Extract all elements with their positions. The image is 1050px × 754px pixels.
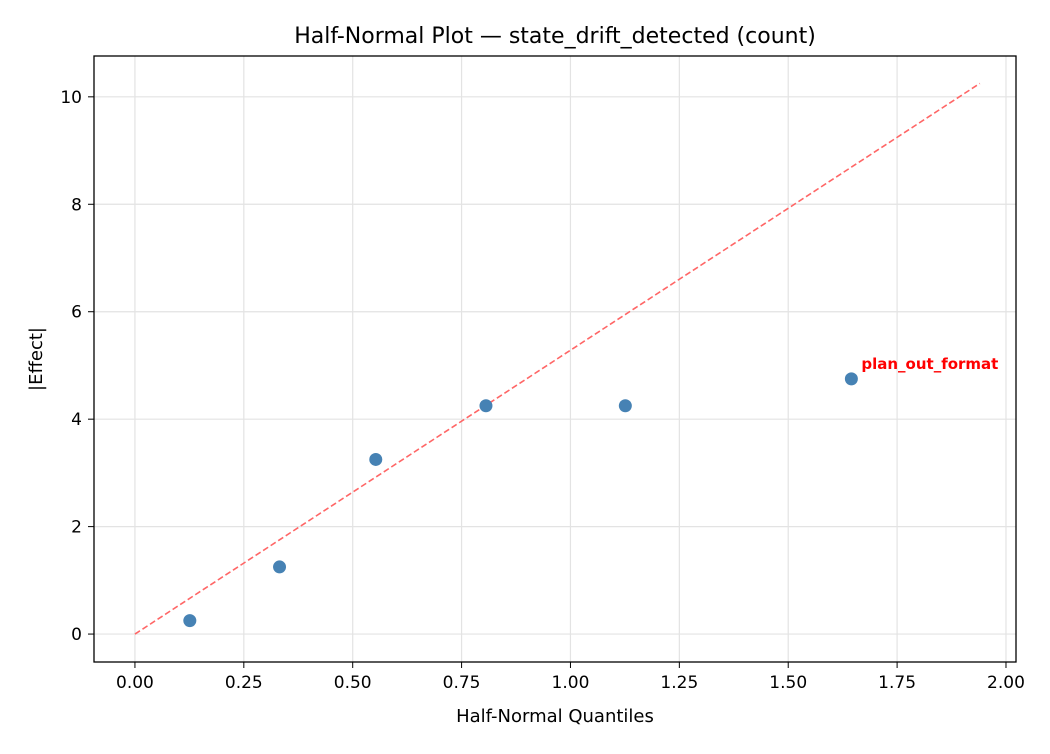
y-tick-label: 4 — [71, 410, 82, 430]
y-tick-label: 10 — [60, 88, 82, 108]
x-tick-label: 0.50 — [334, 673, 372, 693]
chart-title: Half-Normal Plot — state_drift_detected … — [294, 24, 816, 49]
x-tick-label: 1.50 — [769, 673, 807, 693]
data-point — [369, 452, 383, 466]
x-ticks: 0.00 0.25 0.50 0.75 1.00 1.25 1.50 1.75 2.00 — [116, 662, 1025, 693]
y-tick-label: 8 — [71, 195, 82, 215]
x-tick-label: 0.00 — [116, 673, 154, 693]
x-tick-label: 1.75 — [878, 673, 916, 693]
data-point — [618, 399, 632, 413]
y-tick-label: 0 — [71, 625, 82, 645]
x-tick-label: 1.25 — [660, 673, 698, 693]
data-point — [479, 399, 493, 413]
point-label: plan_out_format — [861, 355, 998, 373]
x-tick-label: 0.75 — [443, 673, 481, 693]
y-ticks: 0 2 4 6 8 10 — [60, 88, 94, 645]
points-group: plan_out_format — [183, 355, 998, 628]
grid — [94, 56, 1016, 662]
data-point — [273, 560, 287, 574]
y-tick-label: 6 — [71, 303, 82, 323]
x-axis-label: Half-Normal Quantiles — [456, 706, 654, 727]
reference-line-group — [134, 82, 981, 635]
y-tick-label: 2 — [71, 518, 82, 538]
x-tick-label: 2.00 — [987, 673, 1025, 693]
x-tick-label: 1.00 — [552, 673, 590, 693]
data-point — [183, 614, 197, 628]
x-tick-label: 0.25 — [225, 673, 263, 693]
plot-frame — [93, 55, 1017, 663]
y-axis-label: |Effect| — [26, 327, 47, 391]
reference-line — [134, 82, 981, 635]
data-point — [844, 372, 858, 386]
